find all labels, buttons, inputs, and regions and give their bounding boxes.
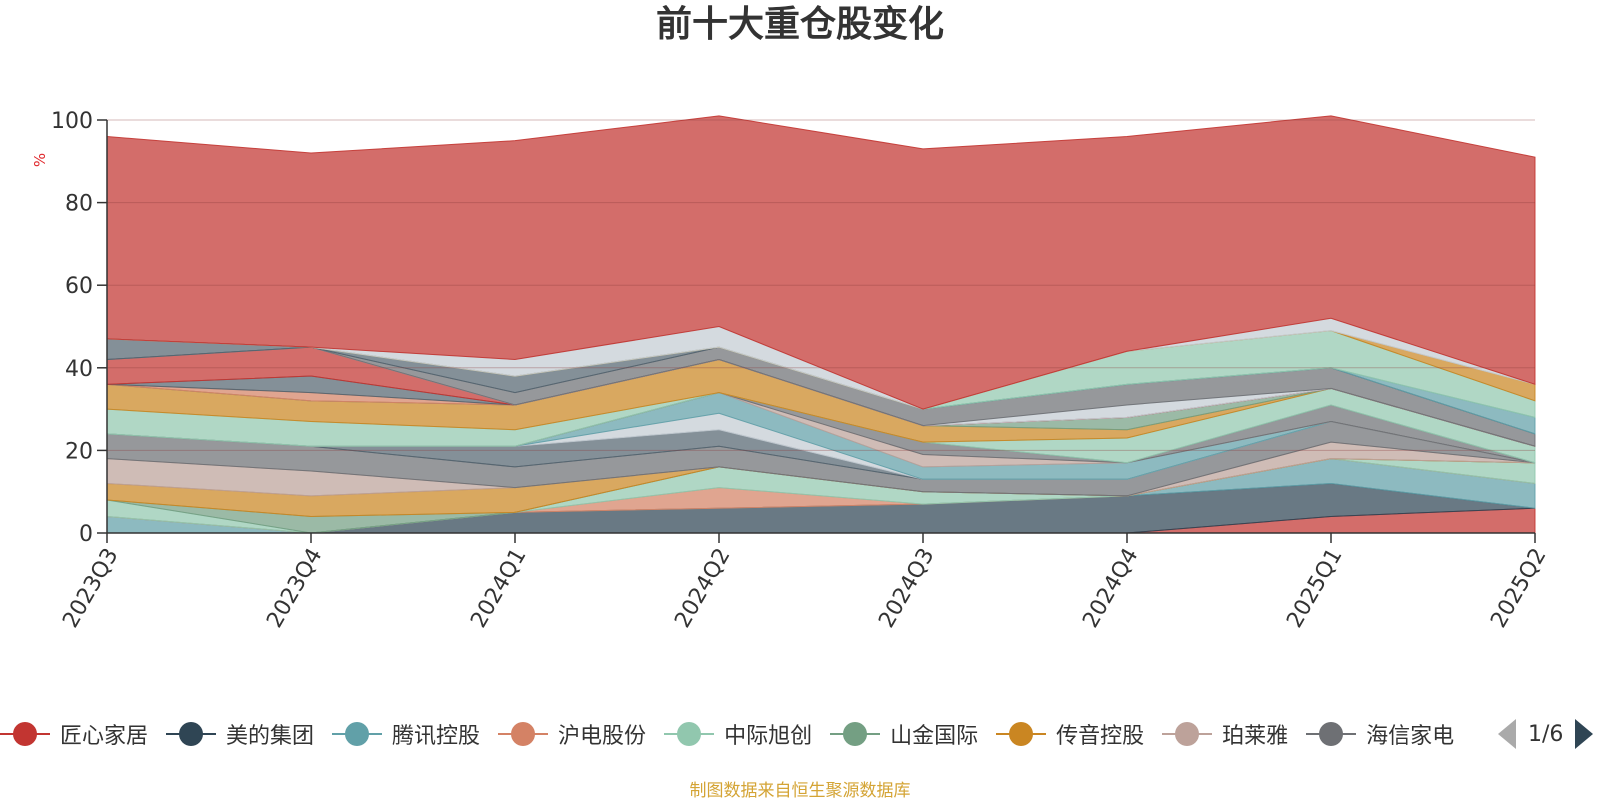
x-tick-label: 2024Q4	[1078, 544, 1143, 632]
x-tick-label: 2025Q2	[1486, 544, 1551, 632]
legend-item[interactable]: 海信家电	[1306, 712, 1454, 756]
legend-marker-icon	[0, 722, 50, 746]
x-tick-label: 2024Q3	[874, 544, 939, 632]
legend-item[interactable]: 传音控股	[996, 712, 1144, 756]
chart-title: 前十大重仓股变化	[655, 4, 944, 45]
legend-marker-icon	[996, 722, 1047, 746]
legend: 匠心家居 美的集团 腾讯控股 沪电股份 中际旭创 山金国际 传音控股 珀莱雅 海信家电	[0, 712, 1480, 756]
legend-marker-icon	[664, 722, 715, 746]
x-tick-label: 2024Q1	[466, 544, 531, 632]
legend-item[interactable]: 沪电股份	[498, 712, 646, 756]
legend-marker-icon	[166, 722, 217, 746]
legend-item[interactable]: 山金国际	[830, 712, 978, 756]
legend-item[interactable]: 中际旭创	[664, 712, 812, 756]
x-tick-label: 2025Q1	[1282, 544, 1347, 632]
legend-label: 中际旭创	[724, 724, 813, 749]
legend-label: 山金国际	[890, 724, 979, 749]
legend-item[interactable]: 腾讯控股	[332, 712, 480, 756]
x-tick-label: 2024Q2	[670, 544, 735, 632]
x-tick-label: 2023Q4	[262, 544, 327, 632]
legend-prev-page-icon[interactable]	[1498, 719, 1516, 749]
source-note: 制图数据来自恒生聚源数据库	[689, 781, 911, 801]
legend-label: 海信家电	[1366, 724, 1455, 749]
legend-item[interactable]: 珀莱雅	[1162, 712, 1288, 756]
legend-next-page-icon[interactable]	[1575, 719, 1594, 749]
legend-pager: 1/6	[1498, 716, 1594, 752]
legend-label: 匠心家居	[60, 724, 149, 749]
legend-label: 腾讯控股	[392, 724, 481, 749]
legend-label: 美的集团	[226, 724, 315, 749]
legend-page-indicator: 1/6	[1528, 721, 1564, 747]
legend-marker-icon	[1162, 722, 1213, 746]
stacked-area-chart: 0 20 40 60 80 100% 2023Q3 2023Q4 2024Q1 2024Q2 202…	[31, 109, 1552, 632]
legend-label: 珀莱雅	[1222, 724, 1289, 749]
legend-item[interactable]: 美的集团	[166, 712, 314, 756]
area-series-27	[106, 115, 1536, 410]
y-tick-label: 40	[65, 357, 93, 382]
y-tick-label: 0	[79, 522, 93, 547]
y-tick-label: 100	[51, 109, 93, 134]
legend-item[interactable]: 匠心家居	[0, 712, 148, 756]
legend-marker-icon	[332, 722, 383, 746]
y-axis-label: %	[31, 153, 49, 167]
legend-marker-icon	[830, 722, 881, 746]
legend-marker-icon	[1306, 722, 1357, 746]
x-tick-label: 2023Q3	[58, 544, 123, 632]
area-series-group	[106, 115, 1536, 534]
y-tick-label: 20	[65, 439, 93, 464]
gridlines	[107, 119, 1535, 451]
y-tick-label: 60	[65, 274, 93, 299]
legend-label: 沪电股份	[558, 724, 647, 749]
y-tick-label: 80	[65, 192, 93, 217]
legend-marker-icon	[498, 722, 549, 746]
legend-label: 传音控股	[1056, 724, 1145, 749]
